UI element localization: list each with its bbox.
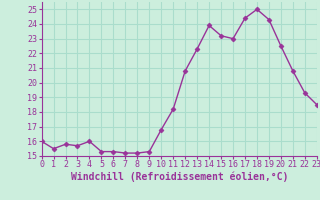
X-axis label: Windchill (Refroidissement éolien,°C): Windchill (Refroidissement éolien,°C) [70, 172, 288, 182]
